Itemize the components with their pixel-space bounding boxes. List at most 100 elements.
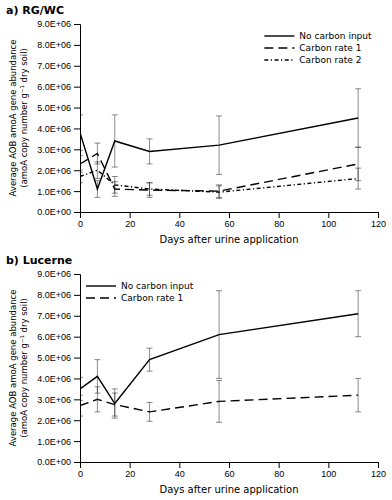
tick-mark — [74, 358, 80, 359]
tick: 5.0E+06 — [37, 103, 80, 113]
x-axis-title: Days after urine application — [159, 234, 298, 245]
y-axis-title: Average AOB amoA gene abundance(amoA cop… — [8, 290, 29, 447]
tick: 3.0E+06 — [37, 145, 80, 155]
tick: 0.0E+00 — [37, 457, 80, 467]
tick-label: 4.0E+06 — [37, 374, 71, 384]
title: a) RG/WC — [6, 4, 64, 17]
tick-label: 8.0E+06 — [37, 290, 71, 300]
legend-swatch — [264, 59, 294, 60]
tick-mark — [74, 87, 80, 88]
tick: 8.0E+06 — [37, 40, 80, 50]
line — [80, 395, 358, 412]
tick: 1.0E+06 — [37, 186, 80, 196]
tick-label: 0 — [78, 469, 83, 479]
legend-label: No carbon input — [121, 281, 194, 291]
tick-mark — [74, 274, 80, 275]
x-axis: 020406080100120 — [78, 212, 386, 229]
tick: 7.0E+06 — [37, 311, 80, 321]
tick-mark — [74, 149, 80, 150]
plot-area — [80, 89, 361, 199]
tick-label: 4.0E+06 — [37, 124, 71, 134]
tick-label: 8.0E+06 — [37, 40, 71, 50]
tick-label: 7.0E+06 — [37, 311, 71, 321]
tick: 80 — [274, 212, 284, 229]
y-axis-title-line: (amoA copy number g⁻¹ dry soil) — [19, 48, 29, 188]
y-axis: 0.0E+00 1.0E+06 2.0E+06 3.0E+06 4.0E+06 5.0E+… — [37, 19, 80, 217]
line — [80, 170, 358, 192]
tick-label: 120 — [371, 219, 386, 229]
series — [80, 143, 361, 197]
tick-label: 2.0E+06 — [37, 416, 71, 426]
legend-label: Carbon rate 1 — [299, 43, 361, 53]
tick-label: 60 — [224, 219, 234, 229]
legend-label: No carbon input — [299, 31, 372, 41]
x-axis: 0 20 40 60 80 100 120 — [78, 462, 386, 479]
tick-label: 5.0E+06 — [37, 103, 71, 113]
legend-item: Carbon rate 1 — [264, 43, 361, 53]
tick-mark — [229, 212, 230, 218]
tick-label: 80 — [274, 219, 284, 229]
tick-mark — [179, 212, 180, 218]
tick-label: 9.0E+06 — [37, 269, 71, 279]
tick-mark — [179, 462, 180, 468]
tick-label: 2.0E+06 — [37, 166, 71, 176]
x-axis-title: Days after urine application — [159, 484, 298, 495]
tick: 0 — [78, 212, 83, 229]
tick: 20 — [125, 212, 135, 229]
tick-label: 20 — [125, 219, 135, 229]
legend-label: Carbon rate 2 — [299, 55, 361, 65]
tick-mark — [279, 462, 280, 468]
tick: 20 — [125, 462, 135, 479]
axis-line — [81, 213, 379, 219]
tick: 2.0E+06 — [37, 166, 80, 176]
tick-mark — [378, 462, 379, 468]
tick-label: 0.0E+00 — [37, 207, 71, 217]
tick: 40 — [175, 212, 185, 229]
tick-mark — [130, 462, 131, 468]
legend-swatch — [86, 285, 116, 286]
tick-mark — [378, 212, 379, 218]
tick: 6.0E+06 — [37, 332, 80, 342]
tick: 7.0E+06 — [37, 61, 80, 71]
tick-label: 3.0E+06 — [37, 395, 71, 405]
y-axis-title: Average AOB amoA gene abundance(amoA cop… — [8, 40, 29, 197]
tick-label: 1.0E+06 — [37, 186, 71, 196]
legend-item: No carbon input — [86, 281, 194, 291]
tick-label: 40 — [175, 469, 185, 479]
error-bar — [94, 162, 100, 179]
series — [80, 291, 361, 418]
tick: 4.0E+06 — [37, 124, 80, 134]
plot-area — [80, 291, 361, 423]
line — [80, 118, 358, 189]
tick-mark — [74, 45, 80, 46]
panel: 0 20 40 60 80 100 120 0.0E+00 1.0E+06 2.0E+06 3.0E… — [6, 254, 386, 495]
series — [80, 162, 361, 199]
tick-label: 60 — [224, 469, 234, 479]
tick-mark — [74, 316, 80, 317]
tick-mark — [328, 212, 329, 218]
y-axis: 0.0E+001.0E+062.0E+063.0E+064.0E+065.0E+… — [37, 269, 80, 467]
tick-label: 0 — [78, 219, 83, 229]
y-axis-title-line: (amoA copy number g⁻¹ dry soil) — [19, 298, 29, 438]
tick-label: 0.0E+00 — [37, 457, 71, 467]
tick: 2.0E+06 — [37, 416, 80, 426]
tick: 120 — [371, 212, 386, 229]
y-axis-title-line: Average AOB amoA gene abundance — [8, 40, 18, 197]
tick: 120 — [371, 462, 386, 479]
tick-label: 80 — [274, 469, 284, 479]
legend-item: Carbon rate 2 — [264, 55, 361, 65]
tick-label: 3.0E+06 — [37, 145, 71, 155]
tick: 1.0E+06 — [37, 436, 80, 446]
tick-label: 40 — [175, 219, 185, 229]
panel: 0204060801001200.0E+001.0E+062.0E+063.0E… — [6, 4, 386, 245]
tick-mark — [229, 462, 230, 468]
tick: 8.0E+06 — [37, 290, 80, 300]
tick: 80 — [274, 462, 284, 479]
legend: No carbon input Carbon rate 1 Carbon rate … — [264, 31, 372, 65]
tick-mark — [74, 24, 80, 25]
tick: 4.0E+06 — [37, 374, 80, 384]
tick: 100 — [321, 462, 336, 479]
tick-mark — [328, 462, 329, 468]
legend-swatch — [264, 35, 294, 36]
tick: 9.0E+06 — [37, 19, 80, 29]
